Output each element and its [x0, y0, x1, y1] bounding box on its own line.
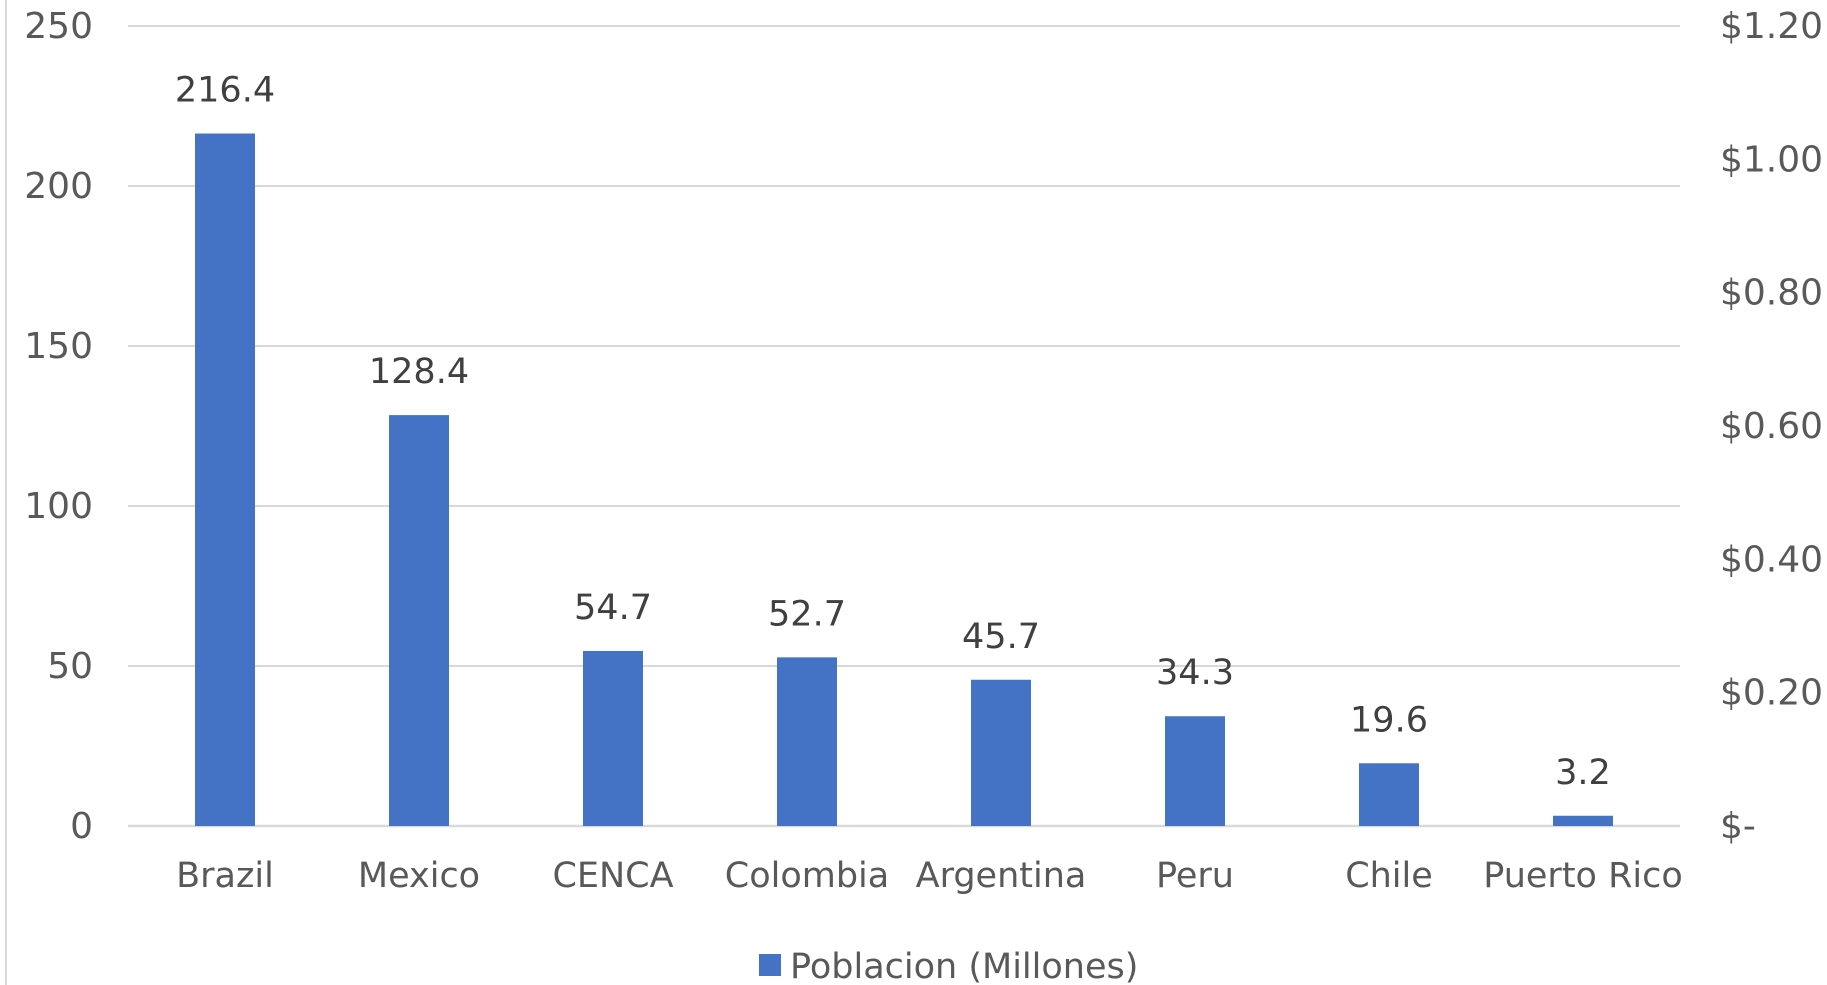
- y-axis-right: $- $0.20 $0.40 $0.60 $0.80 $1.00 $1.20: [1720, 6, 1823, 847]
- y-tick-label: 50: [47, 646, 93, 687]
- bar: [971, 679, 1031, 826]
- data-label: 19.6: [1350, 700, 1428, 740]
- x-axis: Brazil Mexico CENCA Colombia Argentina Peru Ch…: [176, 856, 1683, 896]
- x-tick-label: Peru: [1156, 856, 1234, 896]
- data-label: 54.7: [574, 588, 652, 628]
- y2-tick-label: $0.40: [1720, 539, 1823, 580]
- data-label: 52.7: [768, 594, 846, 634]
- bar: [1553, 815, 1613, 826]
- y2-tick-label: $1.00: [1720, 139, 1823, 180]
- x-tick-label: Mexico: [358, 856, 480, 896]
- y-tick-label: 250: [24, 6, 93, 47]
- bars: [195, 133, 1613, 826]
- legend: Poblacion (Millones): [759, 947, 1138, 985]
- x-tick-label: Puerto Rico: [1483, 856, 1683, 896]
- legend-swatch: [759, 954, 781, 976]
- y2-tick-label: $1.20: [1720, 6, 1823, 47]
- bar: [195, 133, 255, 826]
- y2-tick-label: $0.20: [1720, 673, 1823, 714]
- legend-label: Poblacion (Millones): [790, 947, 1138, 985]
- data-label: 3.2: [1555, 753, 1611, 793]
- y-tick-label: 150: [24, 326, 93, 367]
- x-tick-label: Chile: [1345, 856, 1433, 896]
- y-axis-left: 0 50 100 150 200 250: [24, 6, 93, 847]
- data-labels: 216.4 128.4 54.7 52.7 45.7 34.3 19.6 3.2: [175, 71, 1611, 793]
- x-tick-label: Argentina: [916, 856, 1087, 896]
- x-tick-label: Brazil: [176, 856, 274, 896]
- x-tick-label: CENCA: [552, 856, 673, 896]
- y2-tick-label: $-: [1720, 806, 1756, 847]
- y2-tick-label: $0.80: [1720, 273, 1823, 314]
- data-label: 128.4: [369, 352, 469, 392]
- data-label: 45.7: [962, 617, 1040, 657]
- data-label: 34.3: [1156, 653, 1234, 693]
- gridlines: [128, 25, 1680, 828]
- y-tick-label: 100: [24, 486, 93, 527]
- y-tick-label: 200: [24, 166, 93, 207]
- bar: [1165, 716, 1225, 826]
- x-tick-label: Colombia: [725, 856, 889, 896]
- data-label: 216.4: [175, 71, 275, 111]
- bar: [777, 657, 837, 826]
- bar: [583, 650, 643, 826]
- y-tick-label: 0: [70, 806, 93, 847]
- bar: [1359, 763, 1419, 826]
- bar: [389, 415, 449, 826]
- y2-tick-label: $0.60: [1720, 406, 1823, 447]
